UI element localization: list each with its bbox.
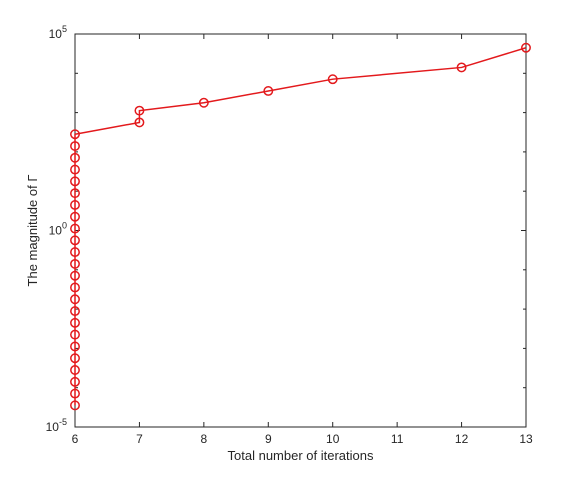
data-point	[70, 152, 80, 163]
data-point	[70, 282, 80, 293]
plot-area	[74, 33, 527, 428]
data-point	[70, 258, 80, 269]
data-point	[70, 365, 80, 375]
data-point	[70, 235, 80, 246]
data-point	[198, 97, 209, 108]
y-tick-label: 100	[49, 221, 67, 238]
data-point	[70, 353, 80, 364]
y-tick-exponent: 5	[62, 24, 67, 34]
series-layer	[70, 42, 531, 411]
y-tick-exponent: 0	[62, 221, 67, 231]
x-axis: 6 7 8 9 10 11 12 13	[72, 34, 533, 446]
y-tick-exponent: -5	[59, 417, 67, 427]
data-point	[70, 306, 80, 317]
data-point	[70, 294, 80, 305]
data-point	[70, 141, 80, 151]
data-point	[70, 247, 80, 258]
data-point	[521, 42, 531, 53]
data-point	[70, 317, 80, 328]
y-tick-label: 105	[49, 24, 67, 41]
data-point	[70, 400, 80, 411]
data-point	[70, 270, 80, 281]
data-point	[70, 376, 80, 387]
data-point	[70, 329, 80, 340]
x-tick-label: 10	[326, 432, 340, 446]
data-point	[70, 341, 80, 352]
x-tick-label: 11	[391, 432, 404, 446]
y-tick-base: 10	[46, 420, 60, 434]
data-point	[70, 211, 80, 222]
x-tick-label: 8	[201, 432, 208, 446]
x-tick-label: 13	[519, 432, 533, 446]
y-axis-label: The magnitude of Γ	[25, 175, 40, 287]
y-tick-label: 10-5	[46, 417, 67, 434]
data-point	[134, 117, 145, 128]
data-point	[263, 86, 274, 96]
data-point	[70, 164, 80, 175]
series-line	[74, 47, 527, 406]
y-tick-base: 10	[49, 224, 63, 238]
data-point	[70, 129, 80, 140]
data-point	[70, 176, 80, 187]
data-point	[70, 199, 80, 210]
x-axis-label: Total number of iterations	[228, 448, 374, 463]
data-point	[134, 105, 145, 116]
data-point	[70, 388, 80, 399]
data-point	[70, 188, 80, 199]
x-tick-label: 12	[455, 432, 469, 446]
data-point	[70, 223, 80, 234]
data-point	[456, 62, 467, 73]
data-point	[327, 74, 338, 85]
x-tick-label: 9	[265, 432, 272, 446]
x-tick-label: 7	[136, 432, 143, 446]
x-tick-label: 6	[72, 432, 79, 446]
y-tick-base: 10	[49, 27, 63, 41]
